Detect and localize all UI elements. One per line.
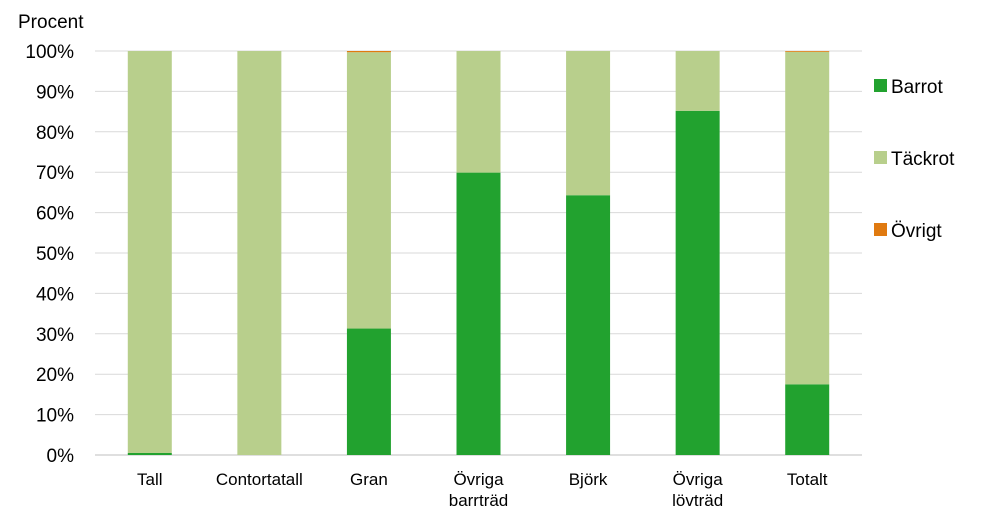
legend-label: Täckrot (891, 149, 955, 170)
y-tick-label: 40% (36, 284, 74, 305)
y-tick-label: 80% (36, 123, 74, 144)
bar-övrigt (785, 51, 830, 52)
x-axis-tick-labels: Tall Contortatall Gran Övriga barrträd Björk Ö… (137, 470, 828, 510)
legend-swatch (874, 223, 887, 236)
y-axis-tick-labels: 0% 10% 20% 30% 40% 50% 60% 70% 80% 90% 100% (25, 42, 74, 467)
bar-täckrot (675, 51, 720, 111)
y-tick-label: 60% (36, 204, 74, 225)
x-tick-label: Övriga (673, 470, 724, 489)
legend-swatch (874, 79, 887, 92)
x-tick-label: Tall (137, 470, 163, 489)
legend-swatch (874, 151, 887, 164)
legend-label: Övrigt (891, 221, 942, 242)
bar-täckrot (346, 52, 391, 329)
bar-täckrot (566, 51, 611, 196)
x-tick-label: lövträd (672, 491, 723, 510)
x-tick-label: barrträd (449, 491, 509, 510)
y-tick-label: 90% (36, 82, 74, 103)
y-tick-label: 70% (36, 163, 74, 184)
y-axis-label: Procent (18, 12, 84, 33)
x-tick-label: Björk (569, 470, 608, 489)
legend: Barrot Täckrot Övrigt (874, 77, 955, 242)
y-tick-label: 0% (47, 446, 75, 467)
x-tick-label: Övriga (453, 470, 504, 489)
y-tick-label: 50% (36, 244, 74, 265)
bar-övrigt (346, 51, 391, 53)
x-tick-label: Contortatall (216, 470, 303, 489)
bar-täckrot (127, 51, 172, 453)
bar-barrot (456, 172, 501, 455)
bar-barrot (346, 328, 391, 455)
bar-barrot (127, 452, 172, 455)
bars (127, 51, 830, 456)
y-tick-label: 100% (25, 42, 74, 63)
bar-barrot (675, 110, 720, 456)
bar-täckrot (237, 51, 282, 455)
y-tick-label: 30% (36, 325, 74, 346)
legend-label: Barrot (891, 77, 943, 98)
bar-täckrot (456, 51, 501, 173)
bar-barrot (785, 384, 830, 455)
y-tick-label: 20% (36, 365, 74, 386)
bar-barrot (566, 195, 611, 455)
x-tick-label: Totalt (787, 470, 828, 489)
x-tick-label: Gran (350, 470, 388, 489)
bar-täckrot (785, 51, 830, 385)
y-tick-label: 10% (36, 406, 74, 427)
